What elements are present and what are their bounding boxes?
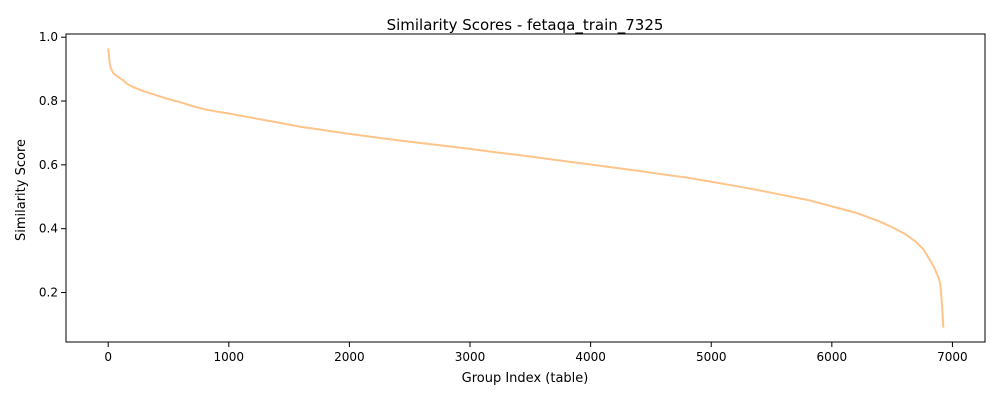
y-tick-label: 0.6: [39, 158, 58, 172]
plot-area: [65, 33, 986, 343]
y-tick-label: 0.4: [39, 222, 58, 236]
series-line: [107, 48, 945, 328]
plot-frame: [65, 33, 986, 343]
x-tick-label: 4000: [575, 350, 606, 364]
x-tick-label: 6000: [817, 350, 848, 364]
x-tick-label: 1000: [214, 350, 245, 364]
y-tick-label: 0.2: [39, 286, 58, 300]
x-axis-ticks: 0 1000 2000 3000 4000 5000 6000 7000: [104, 342, 968, 364]
x-tick-label: 3000: [455, 350, 486, 364]
y-tick-label: 1.0: [39, 30, 58, 44]
chart-title: Similarity Scores - fetaqa_train_7325: [387, 16, 664, 35]
y-tick-label: 0.8: [39, 94, 58, 108]
x-tick-label: 2000: [334, 350, 365, 364]
x-tick-label: 7000: [937, 350, 968, 364]
y-axis-label: Similarity Score: [14, 139, 29, 241]
x-tick-label: 5000: [696, 350, 727, 364]
x-tick-label: 0: [104, 350, 112, 364]
y-axis-ticks: 0.2 0.4 0.6 0.8 1.0: [39, 30, 66, 300]
x-axis-label: Group Index (table): [462, 371, 589, 386]
